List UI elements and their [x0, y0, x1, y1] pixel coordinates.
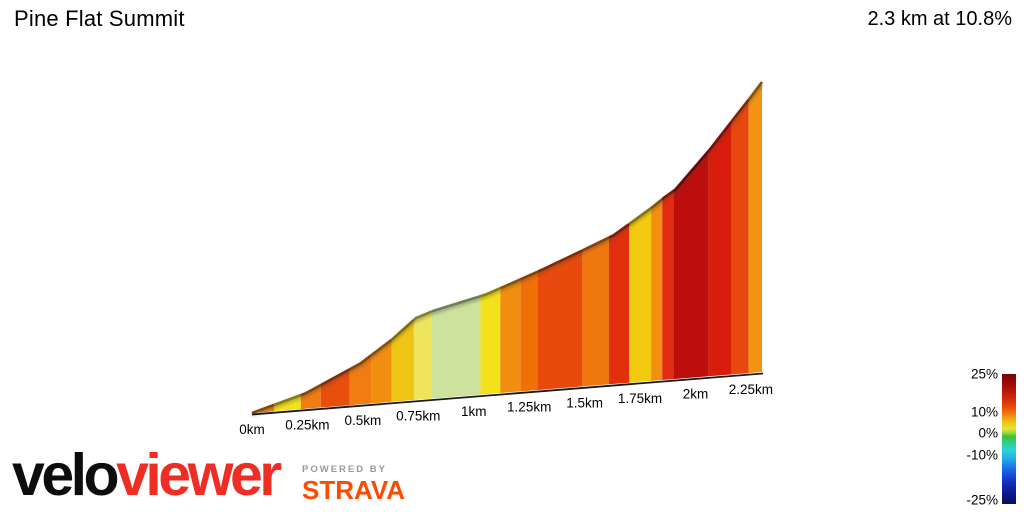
gradient-segment	[520, 271, 538, 392]
gradient-segment	[662, 191, 674, 380]
x-axis-tick-label: 1km	[461, 404, 487, 419]
segment-top-edge	[747, 81, 764, 101]
segment-top-edge	[650, 198, 664, 210]
gradient-segment	[371, 339, 392, 404]
gradient-segment	[500, 279, 521, 393]
x-axis-tick-label: 1.75km	[618, 391, 662, 406]
gradient-segment	[731, 99, 749, 375]
x-axis-tick-label: 0.75km	[396, 409, 440, 424]
strava-logo: STRAVA	[302, 475, 406, 505]
gradient-segment	[609, 224, 629, 385]
veloviewer-logo-velo: velo	[12, 442, 120, 508]
gradient-segment	[431, 296, 481, 399]
legend-label: 0%	[978, 425, 998, 440]
segment-top-edge	[707, 121, 733, 152]
segment-top-edge	[608, 223, 630, 239]
veloviewer-logo: veloviewer	[12, 446, 282, 505]
segment-top-edge	[499, 278, 521, 290]
profile-top-outline	[251, 81, 764, 415]
segment-top-edge	[628, 207, 652, 226]
segment-top-edge	[480, 287, 501, 298]
legend-label: 10%	[970, 404, 998, 420]
gradient-segment	[274, 395, 301, 412]
x-axis-labels: 0km 0.25km 0.5km 0.75km 1km 1.25km 1.5km 1.75km…	[239, 382, 773, 437]
gradient-legend-bar	[1002, 374, 1016, 504]
gradient-segment	[673, 150, 709, 380]
segment-top-edge	[413, 310, 433, 321]
segment-top-edge	[320, 368, 351, 387]
x-axis-tick-label: 0km	[239, 422, 265, 437]
gradient-legend: 25% 10% 0% -10% -25%	[940, 365, 1020, 510]
gradient-segment	[629, 208, 652, 383]
climb-summary: 2.3 km at 10.8%	[867, 8, 1012, 30]
x-axis-line	[251, 372, 764, 416]
segment-top-edge	[519, 270, 539, 281]
segment-top-edge	[431, 295, 481, 313]
legend-label: 25%	[970, 366, 998, 382]
x-axis-tick-label: 2km	[683, 386, 709, 401]
gradient-segment	[538, 250, 583, 390]
segment-top-edge	[390, 318, 415, 341]
segment-top-edge	[672, 149, 710, 193]
gradient-segment	[300, 385, 321, 410]
legend-label: -25%	[966, 492, 998, 508]
page-title: Pine Flat Summit	[14, 6, 185, 31]
segment-top-edge	[537, 249, 583, 273]
gradient-segment	[708, 122, 731, 377]
powered-by-label: POWERED BY	[302, 464, 387, 475]
segment-top-edge	[348, 353, 373, 371]
x-axis-tick-label: 0.5km	[345, 413, 382, 428]
gradient-segment	[320, 369, 350, 408]
gradient-segment	[480, 288, 501, 395]
segment-top-edge	[370, 338, 393, 356]
gradient-segments	[252, 82, 762, 413]
segment-top-edge	[581, 236, 610, 252]
segment-top-edge	[729, 98, 750, 124]
gradient-segment	[582, 237, 609, 387]
segment-top-edge	[300, 383, 322, 397]
x-axis-tick-label: 2.25km	[729, 382, 773, 397]
segment-top-edge	[661, 190, 675, 201]
x-axis-tick-label: 0.25km	[285, 418, 329, 433]
gradient-segment	[391, 319, 414, 402]
gradient-segment	[413, 311, 432, 400]
segment-top-edge	[273, 393, 302, 407]
gradient-segment	[748, 82, 762, 374]
segment-top-edge	[251, 403, 275, 415]
x-axis-tick-label: 1.5km	[566, 395, 603, 410]
veloviewer-logo-viewer: viewer	[116, 442, 282, 508]
x-axis-tick-label: 1.25km	[507, 400, 551, 415]
legend-label: -10%	[966, 447, 998, 463]
gradient-segment	[651, 199, 663, 381]
strava-attribution: POWERED BY STRAVA	[302, 464, 405, 503]
